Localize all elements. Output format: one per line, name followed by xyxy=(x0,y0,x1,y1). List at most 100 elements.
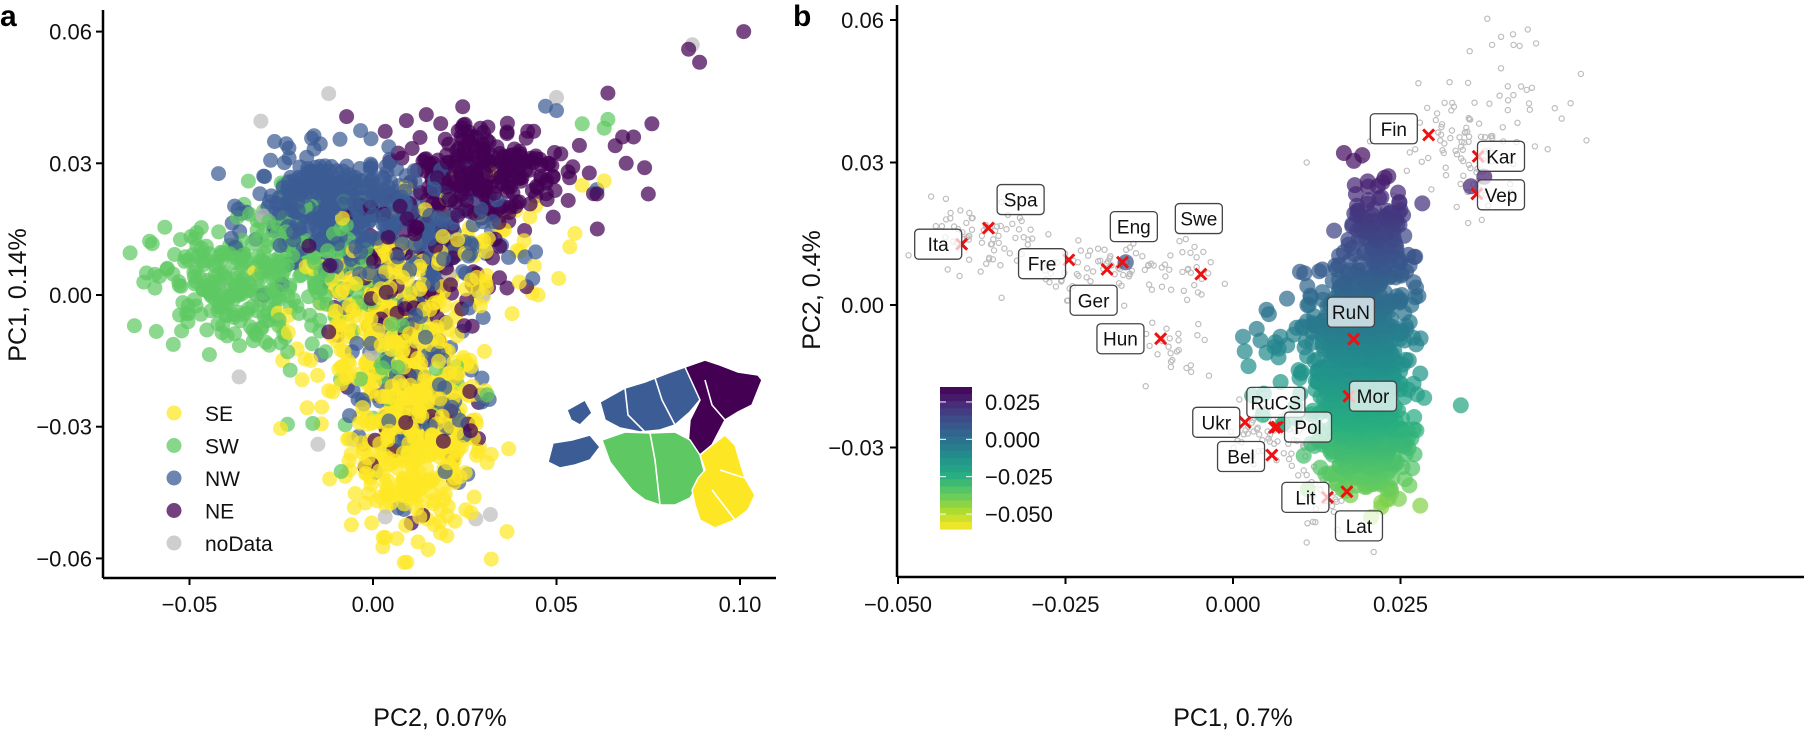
reference-point xyxy=(1309,518,1317,526)
point-sw xyxy=(240,173,256,189)
reference-point xyxy=(942,195,950,202)
y-tick-label: 0.06 xyxy=(49,20,92,45)
reference-point xyxy=(1464,79,1472,87)
point-sw xyxy=(192,270,208,286)
reference-point xyxy=(1447,134,1454,142)
point-sw xyxy=(261,214,277,230)
reference-point xyxy=(977,268,984,275)
reference-point xyxy=(1086,247,1094,254)
reference-point xyxy=(1452,147,1459,154)
point-ne xyxy=(322,258,338,273)
point-sw xyxy=(307,255,322,271)
point-ne xyxy=(412,130,428,145)
point-se xyxy=(476,233,492,249)
panel-a-y-axis-title: PC1, 0.14% xyxy=(4,228,32,361)
reference-point xyxy=(1577,70,1585,78)
panel-b-y-ticks: −0.03 0.00 0.03 0.06 xyxy=(828,8,897,461)
colorbar-segment xyxy=(940,500,972,509)
point-se xyxy=(370,413,386,429)
reference-point xyxy=(1094,258,1102,265)
population-marker-x-icon xyxy=(1238,415,1252,429)
estonian-sample-point xyxy=(1397,351,1414,368)
reference-point xyxy=(1273,457,1280,464)
reference-point xyxy=(1045,231,1052,238)
reference-point xyxy=(1173,348,1181,355)
point-ne xyxy=(450,207,466,223)
point-se xyxy=(432,334,448,349)
point-nw xyxy=(431,377,447,393)
reference-point xyxy=(1428,186,1435,193)
point-ne xyxy=(301,238,317,254)
point-sw xyxy=(271,312,287,328)
estonian-sample-point xyxy=(1240,358,1257,375)
reference-point xyxy=(1442,164,1449,171)
point-se xyxy=(372,489,388,505)
point-nw xyxy=(257,169,273,185)
point-sw xyxy=(148,324,164,339)
legend-label-nodata: noData xyxy=(205,533,273,556)
colorbar-tick-label: −0.025 xyxy=(985,465,1053,490)
reference-point xyxy=(1182,235,1190,243)
y-tick-label: −0.03 xyxy=(828,436,884,461)
x-tick-label: 0.00 xyxy=(352,592,395,617)
point-ne xyxy=(482,157,498,173)
reference-point xyxy=(1074,259,1082,266)
reference-point xyxy=(1158,264,1166,271)
point-nw xyxy=(310,212,326,228)
point-nw xyxy=(528,244,544,260)
point-se xyxy=(501,441,517,457)
point-nw xyxy=(390,249,406,265)
point-ne xyxy=(417,151,433,167)
point-nw xyxy=(363,131,379,147)
point-sw xyxy=(171,278,187,293)
estonian-sample-point xyxy=(1412,365,1429,382)
point-sw xyxy=(574,116,590,132)
point-se xyxy=(352,415,368,431)
reference-point xyxy=(995,239,1003,247)
point-sw xyxy=(136,274,152,290)
point-ne xyxy=(681,41,697,57)
point-ne xyxy=(474,141,490,156)
colorbar-segment xyxy=(940,514,972,523)
reference-point xyxy=(1194,332,1201,339)
population-label-box xyxy=(1174,202,1223,235)
population-label-box xyxy=(1192,406,1241,438)
point-se xyxy=(466,489,482,505)
point-nw xyxy=(352,161,368,176)
legend-marker-se xyxy=(166,405,182,421)
reference-point xyxy=(1467,164,1474,172)
colorbar-segment xyxy=(940,486,972,495)
estonian-sample-point xyxy=(1359,173,1376,190)
colorbar-tick-label: 0.025 xyxy=(985,390,1040,415)
point-se xyxy=(440,455,456,471)
panel-b-y-axis-title: PC2, 0.4% xyxy=(798,230,826,350)
reference-point xyxy=(1236,396,1243,403)
reference-point xyxy=(932,222,940,230)
reference-point xyxy=(1187,368,1195,376)
point-ne xyxy=(581,165,597,181)
reference-point xyxy=(1027,226,1034,233)
reference-point xyxy=(1094,245,1102,252)
map-border xyxy=(704,379,726,421)
estonian-sample-point xyxy=(1299,278,1316,295)
estonian-sample-point xyxy=(1412,497,1429,514)
estonian-sample-point xyxy=(1272,374,1289,390)
point-sw xyxy=(285,248,301,264)
point-se xyxy=(377,530,393,545)
point-ne xyxy=(447,194,463,210)
reference-point xyxy=(1207,259,1214,266)
reference-point xyxy=(1488,41,1496,49)
reference-point xyxy=(1163,325,1170,332)
point-ne xyxy=(404,141,420,156)
reference-point xyxy=(1201,336,1208,344)
population-bel: Bel xyxy=(1216,440,1279,473)
point-nodata xyxy=(321,86,337,102)
colorbar-segment xyxy=(940,422,972,431)
point-nw xyxy=(356,219,372,235)
reference-point xyxy=(1460,172,1467,179)
panel-a-x-ticks: −0.05 0.00 0.05 0.10 xyxy=(162,578,761,617)
point-se xyxy=(357,321,373,337)
point-nw xyxy=(278,136,294,152)
reference-point xyxy=(1288,462,1296,469)
point-se xyxy=(322,471,338,487)
